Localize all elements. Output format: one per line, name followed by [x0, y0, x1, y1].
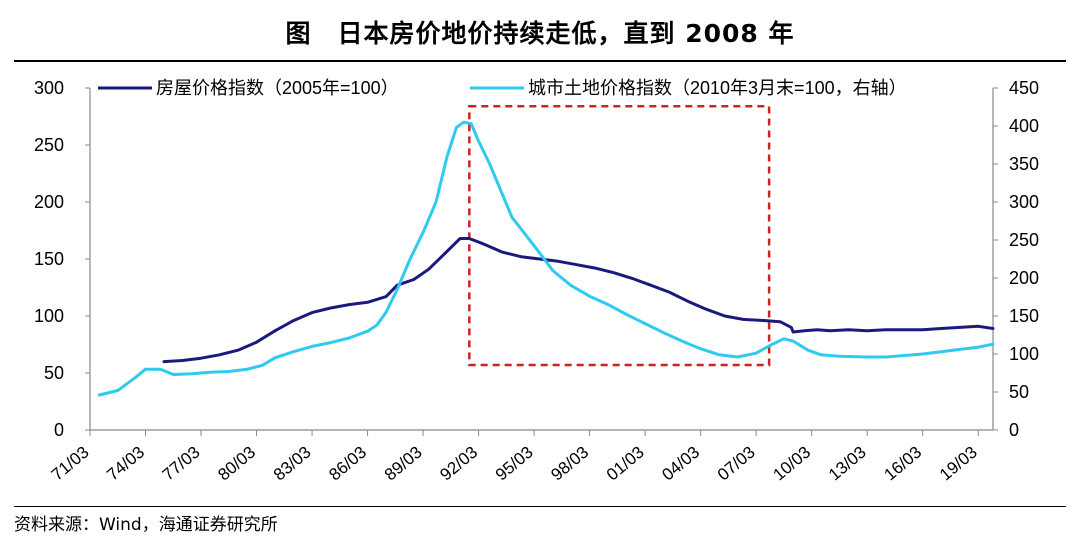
x-tick-label: 77/03	[159, 443, 204, 485]
highlight-box	[468, 104, 771, 367]
legend-label-house-price: 房屋价格指数（2005年=100）	[156, 78, 399, 98]
y-tick-label-right: 100	[1009, 344, 1039, 364]
x-tick-label: 86/03	[325, 443, 370, 485]
y-tick-label-right: 200	[1009, 268, 1039, 288]
y-tick-label-left: 50	[44, 363, 64, 383]
axes: 0 50 100 150 200 250 300 0 50 100 150 200 250 300 350 4…	[34, 78, 1039, 484]
y-tick-label-right: 250	[1009, 230, 1039, 250]
y-tick-label-left: 150	[34, 249, 64, 269]
series-layer	[97, 120, 995, 397]
x-tick-label: 89/03	[381, 443, 426, 485]
x-tick-label: 16/03	[880, 443, 925, 485]
x-tick-label: 71/03	[48, 443, 93, 485]
x-tick-label: 80/03	[214, 443, 259, 485]
y-tick-label-left: 0	[54, 420, 64, 440]
x-tick-label: 10/03	[769, 443, 814, 485]
title-bar: 图 日本房价地价持续走低，直到 2008 年	[0, 0, 1080, 62]
y-tick-label-right: 350	[1009, 154, 1039, 174]
x-tick-label: 07/03	[714, 443, 759, 485]
y-tick-label-left: 100	[34, 306, 64, 326]
legend-label-land-price: 城市土地价格指数（2010年3月末=100，右轴）	[528, 78, 907, 98]
y-tick-label-right: 450	[1009, 78, 1039, 98]
chart: 0 50 100 150 200 250 300 0 50 100 150 200 250 300 350 4…	[34, 78, 1039, 484]
y-tick-label-right: 0	[1009, 420, 1019, 440]
y-tick-label-right: 400	[1009, 116, 1039, 136]
y-tick-label-left: 300	[34, 78, 64, 98]
series-line-house-price	[162, 237, 995, 364]
x-tick-label: 04/03	[658, 443, 703, 485]
x-tick-label: 98/03	[547, 443, 592, 485]
source-note: 资料来源：Wind，海通证券研究所	[14, 515, 278, 535]
x-tick-label: 95/03	[492, 443, 537, 485]
y-tick-label-right: 50	[1009, 382, 1029, 402]
x-tick-label: 01/03	[603, 443, 648, 485]
x-tick-label: 13/03	[825, 443, 870, 485]
series-line-land-price	[97, 120, 995, 397]
y-tick-label-right: 300	[1009, 192, 1039, 212]
legend: 房屋价格指数（2005年=100） 城市土地价格指数（2010年3月末=100，右…	[98, 78, 907, 98]
y-tick-label-left: 200	[34, 192, 64, 212]
x-tick-label: 74/03	[103, 443, 148, 485]
x-tick-label: 19/03	[936, 443, 981, 485]
chart-title: 图 日本房价地价持续走低，直到 2008 年	[285, 19, 795, 48]
x-tick-label: 92/03	[436, 443, 481, 485]
y-tick-label-right: 150	[1009, 306, 1039, 326]
y-tick-label-left: 250	[34, 135, 64, 155]
x-tick-label: 83/03	[270, 443, 315, 485]
footer-divider	[14, 506, 1066, 507]
title-divider	[14, 60, 1066, 62]
